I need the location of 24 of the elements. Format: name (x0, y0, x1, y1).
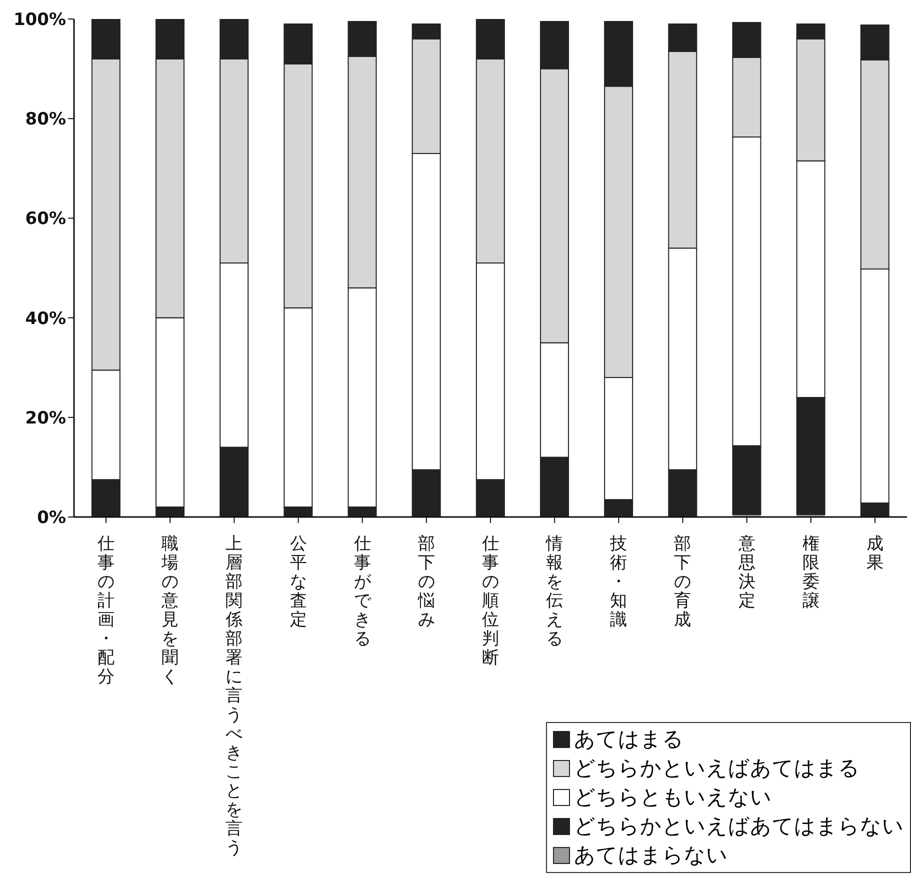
y-tick-label: 40% (25, 308, 66, 329)
x-tick-label: 仕事の順位判断 (481, 534, 499, 668)
y-tick-label: 60% (25, 209, 66, 230)
x-tick-label: 権限委譲 (802, 534, 820, 611)
x-tick-label: 仕事ができる (352, 534, 372, 649)
legend-label: どちらともいえない (574, 784, 772, 811)
x-tick-label: 技術・知識 (609, 534, 628, 630)
legend-label: あてはまる (574, 726, 684, 753)
y-tick-label: 100% (13, 10, 66, 30)
y-tick-label: 80% (25, 110, 66, 130)
y-tick-label: 0% (37, 508, 66, 528)
x-tick-label: 公平な査定 (290, 534, 307, 630)
legend-label: あてはまらない (574, 842, 728, 869)
x-tick-label: 成果 (866, 534, 884, 573)
x-tick-label: 意思決定 (737, 534, 756, 611)
y-tick-label: 20% (25, 408, 66, 428)
legend-label: どちらかといえばあてはまる (574, 755, 860, 782)
x-tick-label: 部下の育成 (674, 534, 692, 630)
x-tick-label: 仕事の計画・配分 (96, 534, 115, 687)
legend-label: どちらかといえばあてはまらない (574, 813, 904, 840)
x-tick-label: 職場の意見を聞く (160, 534, 179, 687)
x-tick-label: 情報を伝える (545, 534, 564, 649)
category-label: 上層部関係部署に言うべきことを言う (226, 534, 243, 858)
x-tick-label: 部下の悩み (416, 534, 435, 630)
